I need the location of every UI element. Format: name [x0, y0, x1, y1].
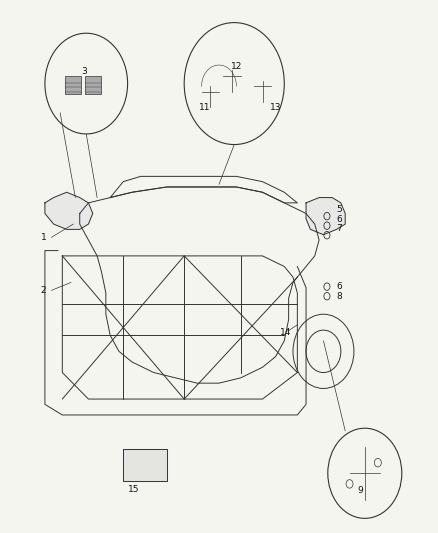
Text: 6: 6 — [336, 215, 342, 224]
Text: 3: 3 — [81, 67, 87, 76]
Text: 15: 15 — [128, 484, 140, 494]
Polygon shape — [306, 198, 345, 235]
Polygon shape — [123, 449, 167, 481]
Text: 9: 9 — [357, 486, 363, 495]
Text: 11: 11 — [199, 103, 211, 112]
Text: 14: 14 — [280, 328, 291, 337]
Text: 7: 7 — [336, 224, 342, 233]
Polygon shape — [45, 192, 93, 229]
Text: 5: 5 — [336, 205, 342, 214]
Text: 12: 12 — [231, 62, 243, 71]
Bar — [65, 76, 81, 94]
Text: 13: 13 — [270, 103, 282, 112]
Text: 1: 1 — [41, 233, 46, 242]
Text: 8: 8 — [336, 292, 342, 301]
Text: 2: 2 — [41, 286, 46, 295]
Bar — [85, 76, 101, 94]
Text: 6: 6 — [336, 282, 342, 291]
